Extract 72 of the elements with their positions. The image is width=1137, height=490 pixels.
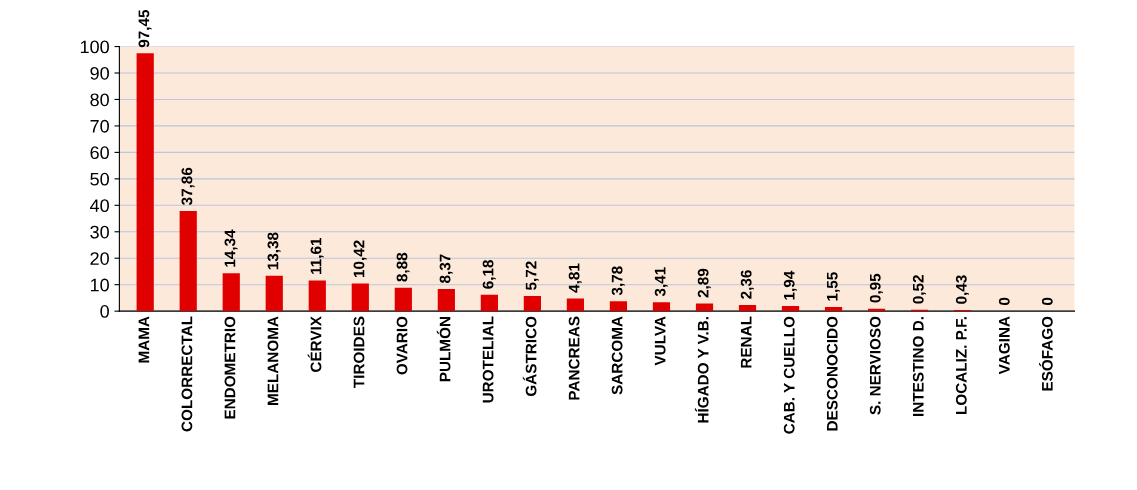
y-tick-label: 80	[90, 93, 109, 107]
data-label: 10,42	[353, 240, 367, 278]
x-tick-label: COLORRECTAL	[181, 316, 193, 432]
bar	[824, 307, 843, 312]
data-label: 11,61	[310, 237, 324, 274]
y-tick-label: 100	[80, 40, 109, 54]
data-label: 0	[1041, 297, 1053, 305]
y-tick-label: 60	[90, 146, 109, 160]
bar	[308, 280, 326, 312]
data-label: 97,45	[138, 9, 152, 48]
y-tick-label: 50	[90, 172, 109, 186]
data-label: 8,37	[439, 254, 453, 283]
bar	[179, 210, 197, 312]
data-label: 5,72	[525, 261, 539, 290]
data-label: 37,86	[181, 167, 195, 206]
data-label: 4,81	[568, 263, 582, 293]
data-label: 6,18	[482, 259, 496, 289]
x-tick-label: DESCONOCIDO	[826, 316, 838, 431]
bar	[609, 301, 628, 312]
bar	[523, 296, 541, 312]
x-tick-label: TIROIDES	[353, 316, 365, 388]
x-tick-label: UROTELIAL	[482, 316, 494, 403]
x-tick-label: ENDOMETRIO	[224, 316, 236, 419]
x-tick-label: ESÓFAGO	[1039, 316, 1053, 391]
bar	[394, 287, 412, 312]
bar	[738, 304, 757, 312]
data-label: 2,36	[740, 270, 754, 299]
data-label: 0,95	[869, 273, 883, 303]
x-tick-label: MAMA	[138, 316, 150, 363]
x-tick-label: INTESTINO D.	[912, 317, 924, 416]
bar	[437, 289, 455, 312]
x-tick-label: GÁSTRICO	[522, 316, 537, 397]
x-tick-label: SARCOMA	[611, 316, 623, 395]
x-tick-label: VULVA	[654, 316, 666, 366]
y-tick-label: 0	[100, 305, 109, 318]
bar	[480, 294, 498, 312]
bar	[781, 306, 800, 312]
bar	[566, 298, 585, 312]
x-tick-label: MELANOMA	[267, 316, 279, 405]
y-tick-label: 30	[90, 225, 109, 239]
data-label: 8,88	[396, 252, 410, 282]
x-tick-label: OVARIO	[396, 316, 408, 375]
data-label: 0,52	[912, 275, 926, 304]
x-tick-label: CÉRVIX	[307, 316, 322, 372]
data-label: 0,43	[955, 275, 969, 304]
data-label: 14,34	[224, 229, 238, 267]
y-tick-label: 40	[90, 199, 109, 213]
y-tick-label: 90	[90, 66, 109, 80]
bar	[652, 302, 671, 312]
x-tick-label: PULMÓN	[436, 317, 451, 382]
bar	[351, 283, 369, 312]
data-label: 1,94	[783, 270, 797, 300]
x-tick-label: PANCREAS	[568, 316, 580, 400]
bar	[695, 303, 714, 312]
x-tick-label: LOCALIZ. P.F.	[955, 317, 967, 415]
x-tick-label: S. NERVIOSO	[869, 316, 881, 415]
x-tick-label: VAGINA	[998, 316, 1010, 375]
data-label: 1,55	[826, 272, 840, 301]
bar	[265, 275, 283, 312]
bar	[136, 53, 154, 312]
data-label: 3,78	[611, 266, 625, 296]
y-tick-label: 20	[90, 252, 109, 265]
x-tick-label: CAB. Y CUELLO	[783, 316, 795, 434]
data-label: 3,41	[654, 267, 668, 297]
data-label: 2,89	[697, 268, 711, 298]
data-label: 0	[998, 297, 1010, 305]
bar	[222, 273, 240, 312]
x-tick-label: RENAL	[740, 316, 752, 368]
y-tick-label: 10	[90, 278, 109, 292]
data-label: 13,38	[267, 232, 281, 270]
x-tick-label: HÍGADO Y V.B.	[694, 317, 709, 423]
y-tick-label: 70	[90, 119, 109, 133]
